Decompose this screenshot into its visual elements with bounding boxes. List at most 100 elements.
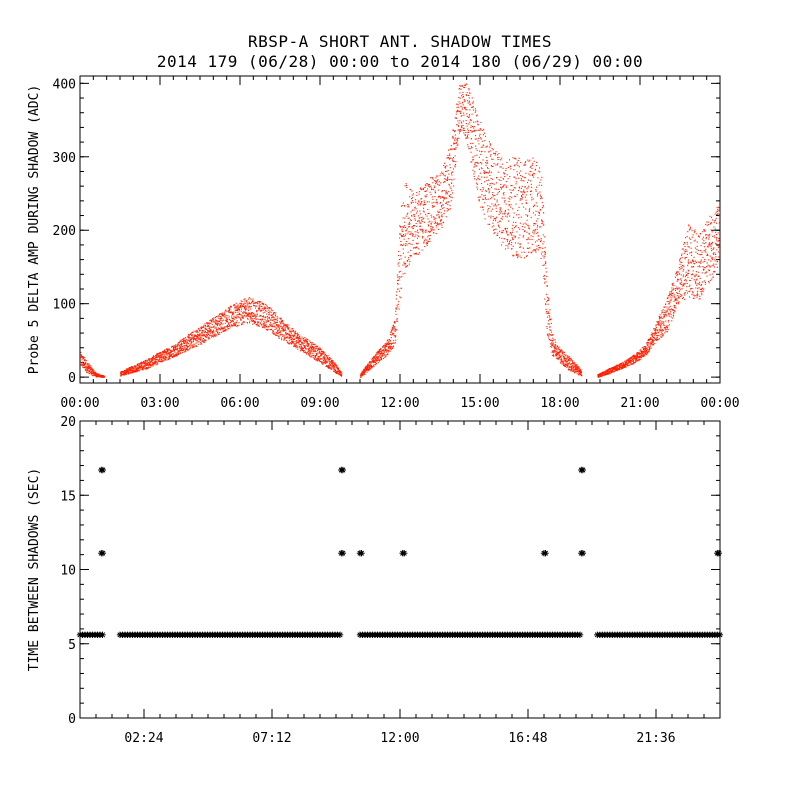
data-point: [452, 148, 454, 150]
data-point: [267, 320, 269, 322]
data-point: [432, 226, 434, 228]
data-point: [276, 331, 278, 333]
data-point: [408, 242, 410, 244]
data-point: [241, 303, 243, 305]
data-point: [525, 208, 527, 210]
data-point: [441, 216, 443, 218]
data-point: [220, 324, 222, 326]
data-point: [226, 319, 228, 321]
data-point: [176, 349, 178, 351]
data-point: [482, 209, 484, 211]
data-point: [549, 326, 551, 328]
data-point: [259, 302, 261, 304]
data-point: [282, 334, 284, 336]
data-point: [479, 129, 481, 131]
data-point: [447, 157, 449, 159]
data-point: [416, 237, 418, 239]
data-point: [303, 340, 305, 342]
data-point: [252, 301, 254, 303]
data-point: [425, 196, 427, 198]
data-point: [125, 371, 127, 373]
data-point: [308, 354, 310, 356]
data-point: [497, 192, 499, 194]
data-point: [477, 121, 479, 123]
data-point: [210, 335, 212, 337]
data-point: [220, 317, 222, 319]
data-point: [599, 375, 601, 377]
data-point: [372, 357, 374, 359]
data-point: [486, 172, 488, 174]
data-point: [458, 122, 460, 124]
data-point: [334, 370, 336, 372]
data-point: [397, 288, 399, 290]
data-point: [426, 242, 428, 244]
data-point: [502, 241, 504, 243]
data-point: [228, 308, 230, 310]
data-point: [200, 343, 202, 345]
data-point: [224, 316, 226, 318]
data-point: [548, 333, 550, 335]
data-point: [526, 247, 528, 249]
data-point: [248, 312, 250, 314]
data-point: [579, 373, 581, 375]
data-point: [565, 354, 567, 356]
data-point: [446, 193, 448, 195]
data-point: [562, 352, 564, 354]
data-point: [404, 217, 406, 219]
data-point: [80, 351, 82, 353]
data-point: [368, 368, 370, 370]
data-point: [399, 237, 401, 239]
data-point: [547, 316, 549, 318]
data-point: [492, 165, 494, 167]
data-point: [524, 162, 526, 164]
data-point: [194, 334, 196, 336]
data-point: [515, 225, 517, 227]
data-point: [303, 338, 305, 340]
data-point: [503, 172, 505, 174]
data-point: [163, 359, 165, 361]
data-point: [387, 344, 389, 346]
data-point: [197, 333, 199, 335]
data-point: [177, 348, 179, 350]
data-point: [515, 254, 517, 256]
data-point: [570, 358, 572, 360]
data-point: [212, 331, 214, 333]
data-point: [469, 121, 471, 123]
data-point: [514, 236, 516, 238]
data-point: [407, 206, 409, 208]
data-point: [550, 346, 552, 348]
data-point: [371, 361, 373, 363]
data-point: [160, 352, 162, 354]
data-point: [195, 335, 197, 337]
data-point: [579, 370, 581, 372]
data-point: [226, 329, 228, 331]
data-point: [223, 311, 225, 313]
data-point: [280, 326, 282, 328]
data-point: [605, 370, 607, 372]
data-point: [337, 368, 339, 370]
data-point: [535, 220, 537, 222]
data-point: [92, 369, 94, 371]
data-point: [164, 351, 166, 353]
data-point: [396, 280, 398, 282]
data-point: [237, 304, 239, 306]
data-point: [470, 151, 472, 153]
data-point: [211, 324, 213, 326]
data-point: [471, 131, 473, 133]
data-point: [456, 124, 458, 126]
data-point: [393, 329, 395, 331]
data-point: [243, 321, 245, 323]
data-point: [329, 363, 331, 365]
data-point: [130, 372, 132, 374]
data-point: [273, 312, 275, 314]
data-point: [556, 350, 558, 352]
data-point: [169, 349, 171, 351]
data-point: [534, 231, 536, 233]
data-point: [549, 318, 551, 320]
data-point: [408, 206, 410, 208]
data-point: [261, 319, 263, 321]
data-point: [576, 365, 578, 367]
data-point: [576, 367, 578, 369]
data-point: [529, 166, 531, 168]
data-point: [336, 366, 338, 368]
